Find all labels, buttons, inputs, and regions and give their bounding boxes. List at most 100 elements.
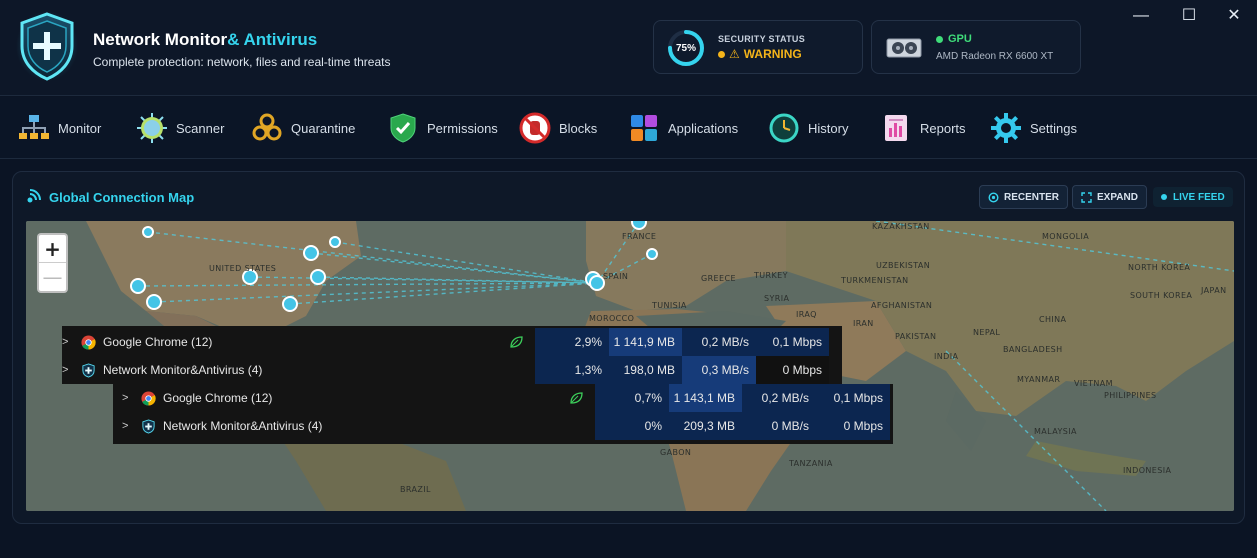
map-label: GABON: [660, 448, 692, 457]
map-label: TURKMENISTAN: [841, 276, 909, 285]
gpu-label: GPU: [936, 33, 972, 45]
map-label: NORTH KOREA: [1128, 263, 1191, 272]
target-icon: [988, 191, 999, 203]
radar-icon: [27, 189, 41, 203]
shield-app-icon: [82, 363, 95, 378]
map-label: PAKISTAN: [895, 332, 937, 341]
network-icon: [19, 115, 49, 139]
network-cell: 0 Mbps: [816, 412, 890, 440]
nav-item-monitor[interactable]: Monitor: [18, 111, 101, 145]
map-label: MALAYSIA: [1034, 427, 1077, 436]
map-label: UNITED STATES: [209, 264, 277, 273]
cpu-cell: 1,3%: [535, 356, 609, 384]
gpu-status-dot: [936, 35, 943, 43]
biohazard-icon: [252, 113, 282, 141]
zoom-in-button[interactable]: +: [39, 235, 66, 263]
gpu-icon: [886, 38, 922, 58]
table-row[interactable]: > Google Chrome (12) 0,7% 1 143,1 MB 0,2…: [113, 384, 893, 412]
live-dot: [1161, 194, 1167, 200]
process-name: Google Chrome (12): [103, 335, 213, 349]
expand-chevron-icon[interactable]: >: [62, 336, 69, 348]
app-title: Network Monitor& Antivirus: [93, 30, 318, 49]
cpu-cell: 0,7%: [595, 384, 669, 412]
map-label: AFGHANISTAN: [871, 301, 933, 310]
nav-label: Settings: [1030, 120, 1077, 136]
nav-label: Monitor: [58, 120, 102, 136]
table-row[interactable]: > Network Monitor&Antivirus (4) 0% 209,3…: [113, 412, 893, 440]
nav-item-blocks[interactable]: Blocks: [519, 111, 597, 145]
gear-icon: [991, 113, 1021, 143]
nav-item-scanner[interactable]: Scanner: [136, 111, 224, 145]
warning-icon: ⚠: [729, 47, 740, 61]
memory-cell: 209,3 MB: [669, 412, 742, 440]
maximize-button[interactable]: ☐: [1181, 7, 1197, 24]
nav-item-settings[interactable]: Settings: [990, 111, 1077, 145]
map-label: TANZANIA: [789, 459, 833, 468]
nav-label: Scanner: [176, 120, 225, 136]
memory-cell: 1 143,1 MB: [669, 384, 742, 412]
map-label: MONGOLIA: [1042, 232, 1090, 241]
nav-item-quarantine[interactable]: Quarantine: [251, 111, 355, 145]
map-label: MOROCCO: [589, 314, 635, 323]
map-label: FRANCE: [622, 232, 657, 241]
report-icon: [885, 115, 907, 141]
map-label: JAPAN: [1201, 286, 1227, 295]
leaf-icon: [510, 336, 523, 348]
nav-item-permissions[interactable]: Permissions: [387, 111, 498, 145]
nav-item-reports[interactable]: Reports: [880, 111, 966, 145]
map-label: KAZAKHSTAN: [872, 222, 930, 231]
table-row[interactable]: > Google Chrome (12) 2,9% 1 141,9 MB 0,2…: [62, 328, 842, 356]
table-row[interactable]: > Network Monitor&Antivirus (4) 1,3% 198…: [62, 356, 842, 384]
security-status-card[interactable]: 75% SECURITY STATUS ⚠ WARNING: [653, 20, 863, 74]
app-subtitle: Complete protection: network, files and …: [93, 55, 391, 69]
map-label: SPAIN: [603, 272, 629, 281]
process-table: > Google Chrome (12) 0,7% 1 143,1 MB 0,2…: [113, 384, 893, 444]
shield-logo-icon: [16, 11, 78, 81]
disk-cell: 0,3 MB/s: [682, 356, 756, 384]
virus-icon: [137, 113, 167, 143]
minimize-button[interactable]: —: [1133, 7, 1149, 24]
expand-chevron-icon[interactable]: >: [122, 392, 129, 404]
disk-cell: 0,2 MB/s: [742, 384, 816, 412]
nav-item-applications[interactable]: Applications: [628, 111, 738, 145]
expand-icon: [1081, 191, 1092, 203]
leaf-icon: [570, 392, 583, 404]
expand-button[interactable]: EXPAND: [1072, 185, 1147, 209]
app-header: Network Monitor& Antivirus Complete prot…: [0, 0, 1257, 96]
live-feed-toggle[interactable]: LIVE FEED: [1153, 187, 1233, 207]
network-cell: 0 Mbps: [756, 356, 829, 384]
apps-icon: [631, 115, 657, 141]
security-progress-ring: [668, 30, 704, 66]
expand-chevron-icon[interactable]: >: [122, 420, 129, 432]
status-dot: [718, 50, 725, 58]
map-label: TURKEY: [754, 271, 788, 280]
clock-icon: [769, 113, 799, 143]
gpu-card[interactable]: GPU AMD Radeon RX 6600 XT: [871, 20, 1081, 74]
nav-label: Blocks: [559, 120, 598, 136]
map-label: MYANMAR: [1017, 375, 1061, 384]
panel-title: Global Connection Map: [25, 189, 194, 205]
nav-item-history[interactable]: History: [768, 111, 848, 145]
map-label: INDIA: [934, 352, 959, 361]
map-label: UZBEKISTAN: [876, 261, 931, 270]
process-name: Network Monitor&Antivirus (4): [163, 419, 323, 433]
chrome-icon: [141, 391, 156, 406]
zoom-out-button[interactable]: —: [42, 265, 63, 289]
close-button[interactable]: ✕: [1227, 7, 1241, 24]
recenter-button[interactable]: RECENTER: [979, 185, 1069, 209]
map-label: BANGLADESH: [1003, 345, 1063, 354]
zoom-control: + —: [37, 233, 68, 293]
map-label: GREECE: [701, 274, 736, 283]
gpu-model: AMD Radeon RX 6600 XT: [936, 51, 1054, 62]
nav-label: Reports: [920, 120, 966, 136]
map-label: BRAZIL: [400, 485, 431, 494]
expand-chevron-icon[interactable]: >: [62, 364, 69, 376]
map-label: TUNISIA: [652, 301, 687, 310]
map-label: PHILIPPINES: [1104, 391, 1157, 400]
cpu-cell: 0%: [595, 412, 669, 440]
network-cell: 0,1 Mbps: [816, 384, 890, 412]
nav-label: Permissions: [427, 120, 498, 136]
security-status-label: SECURITY STATUS: [718, 34, 806, 44]
disk-cell: 0 MB/s: [742, 412, 816, 440]
process-table: > Google Chrome (12) 2,9% 1 141,9 MB 0,2…: [62, 326, 842, 384]
